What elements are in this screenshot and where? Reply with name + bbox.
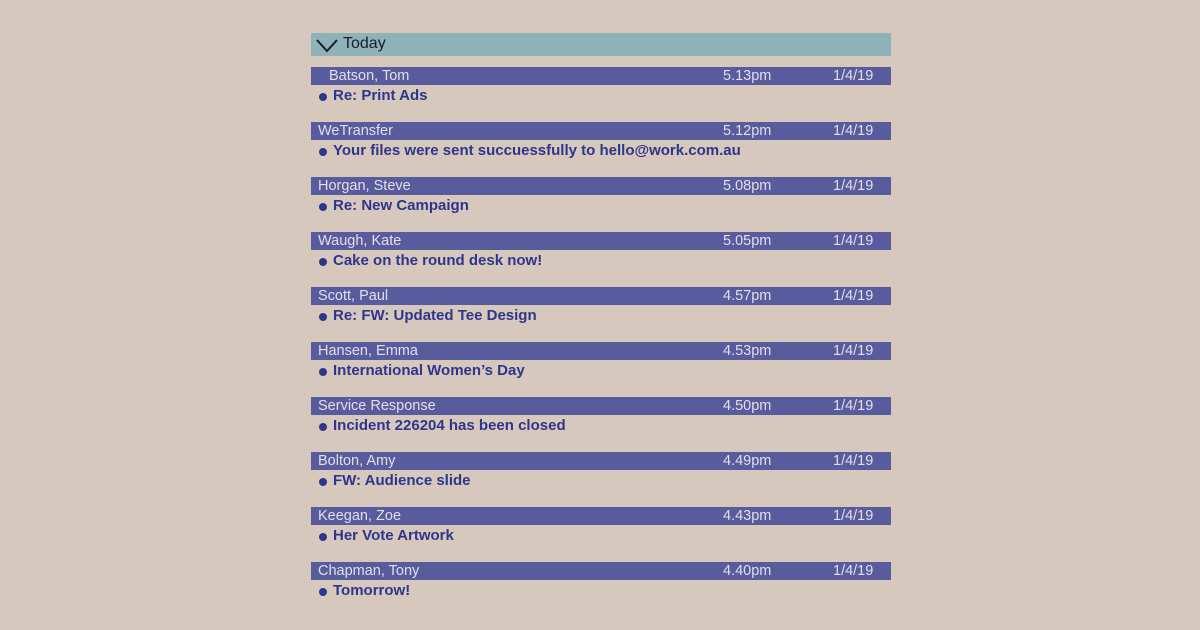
message-sender: Keegan, Zoe: [318, 508, 402, 524]
message-subject: Re: New Campaign: [333, 197, 469, 214]
message-date: 1/4/19: [833, 398, 874, 414]
message-sender: Service Response: [318, 398, 436, 414]
unread-dot-icon: [319, 533, 327, 541]
message-header-bar: Waugh, Kate 5.05pm 1/4/19: [311, 232, 891, 250]
message-subject: Tomorrow!: [333, 582, 411, 599]
message-subject: Re: Print Ads: [333, 87, 428, 104]
message-header-bar: Keegan, Zoe 4.43pm 1/4/19: [311, 507, 891, 525]
message-row[interactable]: Hansen, Emma 4.53pm 1/4/19 International…: [311, 342, 891, 397]
message-subject: Re: FW: Updated Tee Design: [333, 307, 537, 324]
message-subject: FW: Audience slide: [333, 472, 471, 489]
message-subject: Incident 226204 has been closed: [333, 417, 566, 434]
message-date: 1/4/19: [833, 288, 874, 304]
message-sender: Horgan, Steve: [318, 178, 411, 194]
message-subject: Her Vote Artwork: [333, 527, 454, 544]
unread-dot-icon: [319, 478, 327, 486]
message-time: 4.43pm: [723, 508, 772, 524]
group-header-today[interactable]: Today: [311, 33, 891, 56]
unread-dot-icon: [319, 258, 327, 266]
group-title: Today: [343, 35, 386, 52]
message-header-bar: WeTransfer 5.12pm 1/4/19: [311, 122, 891, 140]
message-date: 1/4/19: [833, 178, 874, 194]
message-date: 1/4/19: [833, 233, 874, 249]
message-time: 5.08pm: [723, 178, 772, 194]
message-header-bar: Horgan, Steve 5.08pm 1/4/19: [311, 177, 891, 195]
message-time: 5.05pm: [723, 233, 772, 249]
message-row[interactable]: Horgan, Steve 5.08pm 1/4/19 Re: New Camp…: [311, 177, 891, 232]
message-subject: Your files were sent succuessfully to he…: [333, 142, 741, 159]
message-subject: International Women’s Day: [333, 362, 525, 379]
unread-dot-icon: [319, 203, 327, 211]
message-row[interactable]: Chapman, Tony 4.40pm 1/4/19 Tomorrow!: [311, 562, 891, 617]
message-sender: Scott, Paul: [318, 288, 389, 304]
message-time: 4.57pm: [723, 288, 772, 304]
message-row[interactable]: Batson, Tom 5.13pm 1/4/19 Re: Print Ads: [311, 67, 891, 122]
chevron-down-icon[interactable]: [316, 39, 338, 53]
message-row[interactable]: WeTransfer 5.12pm 1/4/19 Your files were…: [311, 122, 891, 177]
message-row[interactable]: Waugh, Kate 5.05pm 1/4/19 Cake on the ro…: [311, 232, 891, 287]
message-date: 1/4/19: [833, 453, 874, 469]
unread-dot-icon: [319, 313, 327, 321]
message-header-bar: Bolton, Amy 4.49pm 1/4/19: [311, 452, 891, 470]
message-header-bar: Hansen, Emma 4.53pm 1/4/19: [311, 342, 891, 360]
message-time: 4.50pm: [723, 398, 772, 414]
message-list: Today Batson, Tom 5.13pm 1/4/19 Re: Prin…: [311, 33, 891, 617]
message-date: 1/4/19: [833, 123, 874, 139]
message-sender: Hansen, Emma: [318, 343, 418, 359]
message-sender: WeTransfer: [318, 123, 393, 139]
message-row[interactable]: Service Response 4.50pm 1/4/19 Incident …: [311, 397, 891, 452]
message-time: 5.12pm: [723, 123, 772, 139]
message-sender: Chapman, Tony: [318, 563, 420, 579]
message-date: 1/4/19: [833, 563, 874, 579]
unread-dot-icon: [319, 588, 327, 596]
message-date: 1/4/19: [833, 68, 874, 84]
message-sender: Bolton, Amy: [318, 453, 396, 469]
message-time: 4.40pm: [723, 563, 772, 579]
message-row[interactable]: Scott, Paul 4.57pm 1/4/19 Re: FW: Update…: [311, 287, 891, 342]
message-row[interactable]: Bolton, Amy 4.49pm 1/4/19 FW: Audience s…: [311, 452, 891, 507]
message-header-bar: Service Response 4.50pm 1/4/19: [311, 397, 891, 415]
message-header-bar: Chapman, Tony 4.40pm 1/4/19: [311, 562, 891, 580]
unread-dot-icon: [319, 148, 327, 156]
unread-dot-icon: [319, 93, 327, 101]
message-date: 1/4/19: [833, 508, 874, 524]
message-time: 4.53pm: [723, 343, 772, 359]
message-header-bar: Scott, Paul 4.57pm 1/4/19: [311, 287, 891, 305]
message-time: 4.49pm: [723, 453, 772, 469]
message-date: 1/4/19: [833, 343, 874, 359]
message-subject: Cake on the round desk now!: [333, 252, 543, 269]
unread-dot-icon: [319, 423, 327, 431]
message-sender: Batson, Tom: [329, 68, 410, 84]
message-sender: Waugh, Kate: [318, 233, 402, 249]
unread-dot-icon: [319, 368, 327, 376]
message-row[interactable]: Keegan, Zoe 4.43pm 1/4/19 Her Vote Artwo…: [311, 507, 891, 562]
message-header-bar: Batson, Tom 5.13pm 1/4/19: [311, 67, 891, 85]
message-time: 5.13pm: [723, 68, 772, 84]
